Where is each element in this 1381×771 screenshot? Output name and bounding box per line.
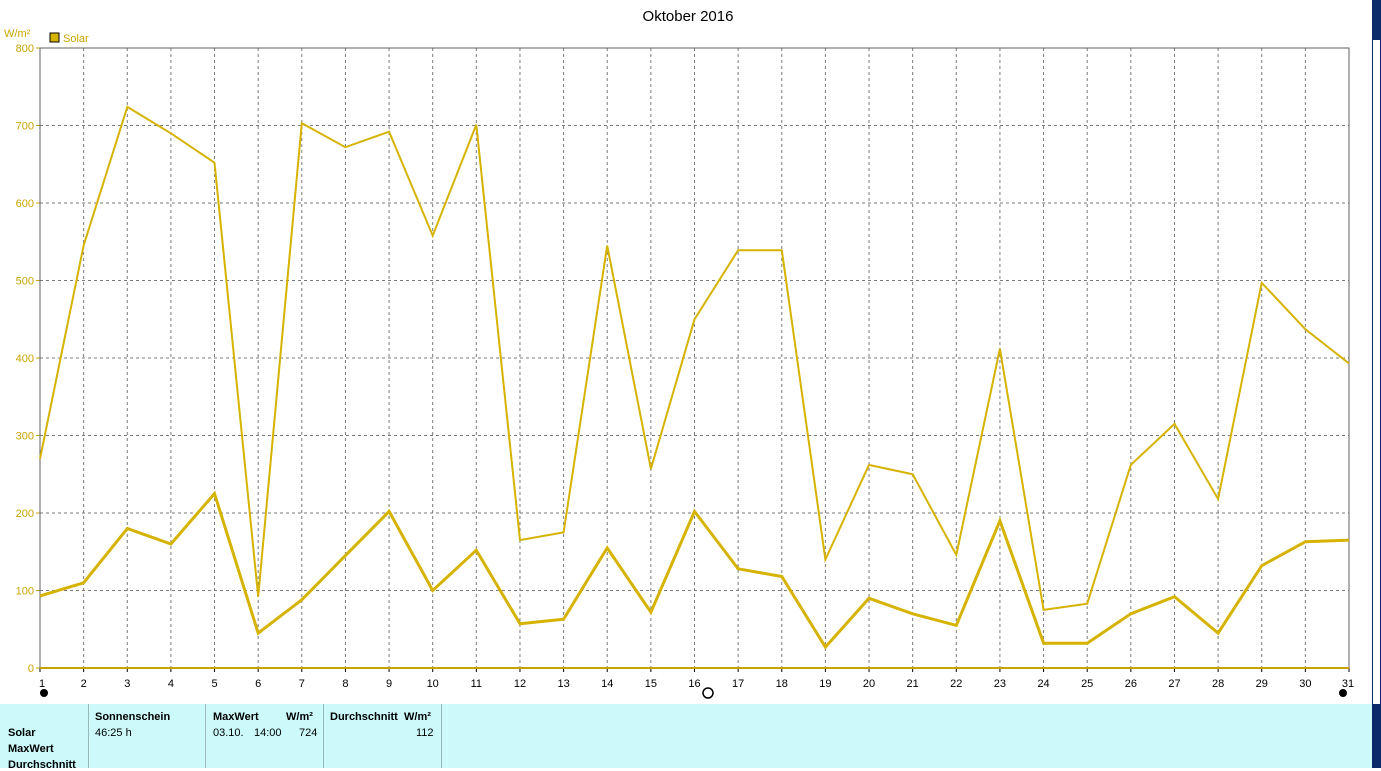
x-tick-label: 14: [601, 678, 613, 690]
info-table: Solar MaxWert Durchschnitt Sonnenschein …: [0, 704, 1372, 771]
start-marker[interactable]: [40, 689, 48, 697]
y-tick-label: 200: [16, 508, 34, 520]
grid: [40, 48, 1349, 668]
mid-marker[interactable]: [702, 687, 714, 699]
chart-title: Oktober 2016: [643, 8, 734, 25]
y-tick-label: 500: [16, 276, 34, 288]
row-label-durchschnitt: Durchschnitt: [8, 759, 76, 771]
durchschnitt-unit: W/m²: [404, 711, 431, 723]
x-tick-label: 17: [732, 678, 744, 690]
x-tick-label: 18: [776, 678, 788, 690]
maxwert-value: 724: [299, 727, 318, 739]
x-tick-label: 28: [1212, 678, 1224, 690]
x-tick-label: 15: [645, 678, 657, 690]
sonnenschein-column: Sonnenschein 46:25 h: [88, 704, 205, 768]
x-tick-label: 26: [1125, 678, 1137, 690]
x-tick-label: 1: [39, 678, 45, 690]
durchschnitt-header: Durchschnitt: [330, 711, 398, 723]
y-tick-label: 400: [16, 353, 34, 365]
x-tick-label: 12: [514, 678, 526, 690]
series-line-max: [39, 105, 1350, 612]
durchschnitt-value: 112: [416, 727, 434, 739]
x-tick-label: 27: [1168, 678, 1180, 690]
legend-label: Solar: [63, 33, 89, 45]
legend-swatch: [49, 32, 60, 43]
sonnenschein-value: 46:25 h: [95, 727, 132, 739]
maxwert-unit: W/m²: [286, 711, 313, 723]
x-tick-label: 7: [299, 678, 305, 690]
durchschnitt-column: Durchschnitt W/m² 112: [323, 704, 441, 768]
x-tick-label: 21: [907, 678, 919, 690]
y-tick-label: 100: [16, 586, 34, 598]
x-tick-label: 22: [950, 678, 962, 690]
x-tick-label: 8: [342, 678, 348, 690]
y-tick-label: 600: [16, 198, 34, 210]
maxwert-column: MaxWert W/m² 03.10. 14:00 724: [205, 704, 323, 768]
x-tick-label: 5: [211, 678, 217, 690]
y-tick-label: 0: [28, 663, 34, 675]
x-tick-label: 19: [819, 678, 831, 690]
y-tick-label: 300: [16, 431, 34, 443]
x-tick-label: 30: [1299, 678, 1311, 690]
x-tick-label: 3: [124, 678, 130, 690]
x-tick-label: 24: [1037, 678, 1049, 690]
y-axis-label: W/m²: [4, 28, 31, 40]
x-tick-label: 2: [81, 678, 87, 690]
maxwert-date: 03.10.: [213, 727, 244, 739]
x-tick-label: 20: [863, 678, 875, 690]
x-tick-label: 11: [471, 678, 482, 690]
x-tick-label: 6: [255, 678, 261, 690]
x-tick-label: 29: [1256, 678, 1268, 690]
x-tick-label: 4: [168, 678, 174, 690]
y-tick-label: 800: [16, 43, 34, 55]
x-tick-label: 25: [1081, 678, 1093, 690]
x-tick-label: 10: [427, 678, 439, 690]
y-tick-label: 700: [16, 121, 34, 133]
series-line-average: [39, 490, 1350, 650]
row-label-maxwert: MaxWert: [8, 743, 54, 755]
vertical-scrollbar[interactable]: [1372, 0, 1381, 768]
sonnenschein-header: Sonnenschein: [95, 711, 171, 723]
table-end-divider: [441, 704, 443, 768]
end-marker[interactable]: [1339, 689, 1347, 697]
maxwert-header: MaxWert: [213, 711, 259, 723]
x-tick-label: 16: [688, 678, 700, 690]
x-tick-label: 23: [994, 678, 1006, 690]
x-ticks: 1 2 3 4 5 6 7 8 9 10 11 12 13 14 15 16 17 18 19 20 21 22 23 24 2…: [39, 668, 1354, 690]
series-group: [39, 105, 1350, 650]
x-tick-label: 9: [386, 678, 392, 690]
solar-chart: Oktober 2016 W/m² Solar 0 100 200 300 400 500…: [4, 8, 1354, 699]
maxwert-time: 14:00: [254, 727, 282, 739]
y-ticks: 0 100 200 300 400 500 600 700 800: [16, 43, 40, 675]
x-tick-label: 31: [1342, 678, 1354, 690]
x-tick-label: 13: [557, 678, 569, 690]
scrollbar-thumb[interactable]: [1373, 40, 1380, 704]
row-label-solar: Solar: [8, 727, 36, 739]
